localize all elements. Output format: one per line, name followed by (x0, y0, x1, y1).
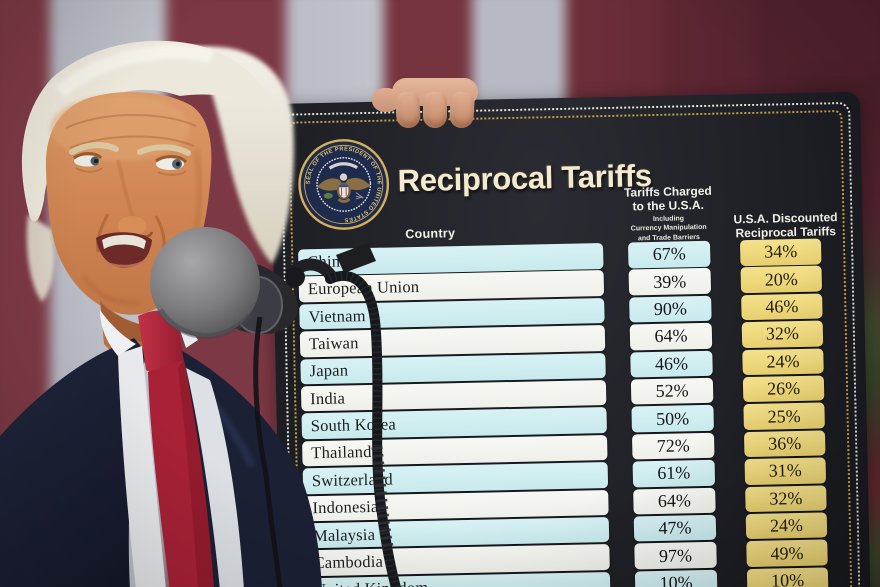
discounted-value-cell: 24% (742, 348, 824, 376)
charged-value-cell: 67% (627, 240, 711, 269)
hand-finger (448, 91, 476, 129)
trump-left-eyebrow (137, 144, 191, 156)
trump-left-eye (155, 155, 188, 176)
charged-value-cell: 10% (634, 569, 718, 587)
microphone-cable (253, 316, 283, 587)
discounted-value-cell: 20% (740, 265, 823, 294)
trump-hair (21, 40, 294, 302)
discounted-value-cell: 10% (746, 567, 829, 587)
seal-eagle-icon (317, 162, 371, 203)
trump-right-eye (73, 152, 103, 173)
discounted-value-cell: 31% (744, 457, 827, 485)
tariff-board: SEAL OF THE PRESIDENT OF THE UNITED STAT… (270, 91, 874, 587)
hand-holding-board (368, 70, 480, 132)
trump-torso (0, 310, 322, 587)
charged-value-cell: 97% (634, 542, 717, 570)
trump-shirt (118, 346, 166, 587)
trump-right-eyebrow (69, 142, 119, 155)
discounted-value-cell: 32% (745, 484, 827, 513)
trump-suit-left (0, 338, 146, 587)
microphone-clamp (336, 243, 376, 273)
discounted-value-cell: 26% (742, 375, 825, 403)
charged-value-cell: 39% (628, 268, 712, 296)
charged-value-cell: 52% (630, 377, 714, 405)
microphone-gooseneck (325, 270, 401, 587)
microphone (150, 227, 401, 587)
trump-figure (0, 40, 322, 587)
discounted-value-cell: 49% (746, 539, 828, 567)
discounted-value-cell: 46% (741, 293, 823, 321)
charged-value-cell: 47% (633, 514, 717, 542)
microphone-foam-windscreen (150, 227, 260, 337)
hand-finger (423, 92, 447, 128)
charged-value-cell: 64% (629, 322, 713, 351)
discounted-value-cell: 32% (741, 320, 824, 348)
trump-mouth (96, 232, 152, 268)
presidential-seal-icon: SEAL OF THE PRESIDENT OF THE UNITED STAT… (298, 139, 390, 230)
charged-value-cell: 61% (632, 459, 716, 488)
hand-finger (395, 91, 421, 129)
discounted-value-cell: 36% (743, 430, 826, 458)
charged-value-cell: 72% (631, 432, 715, 460)
charged-value-cell: 90% (629, 295, 712, 323)
discounted-value-cell: 25% (743, 402, 825, 430)
discounted-column-header: U.S.A. Discounted Reciprocal Tariffs (712, 210, 859, 241)
charged-value-cell: 46% (630, 350, 713, 378)
trump-shirt-collar (100, 310, 136, 356)
charged-value-cell: 50% (631, 405, 714, 433)
discounted-value-cell: 34% (739, 238, 822, 266)
discounted-value-cell: 24% (745, 512, 828, 540)
charged-value-cell: 64% (633, 487, 716, 515)
